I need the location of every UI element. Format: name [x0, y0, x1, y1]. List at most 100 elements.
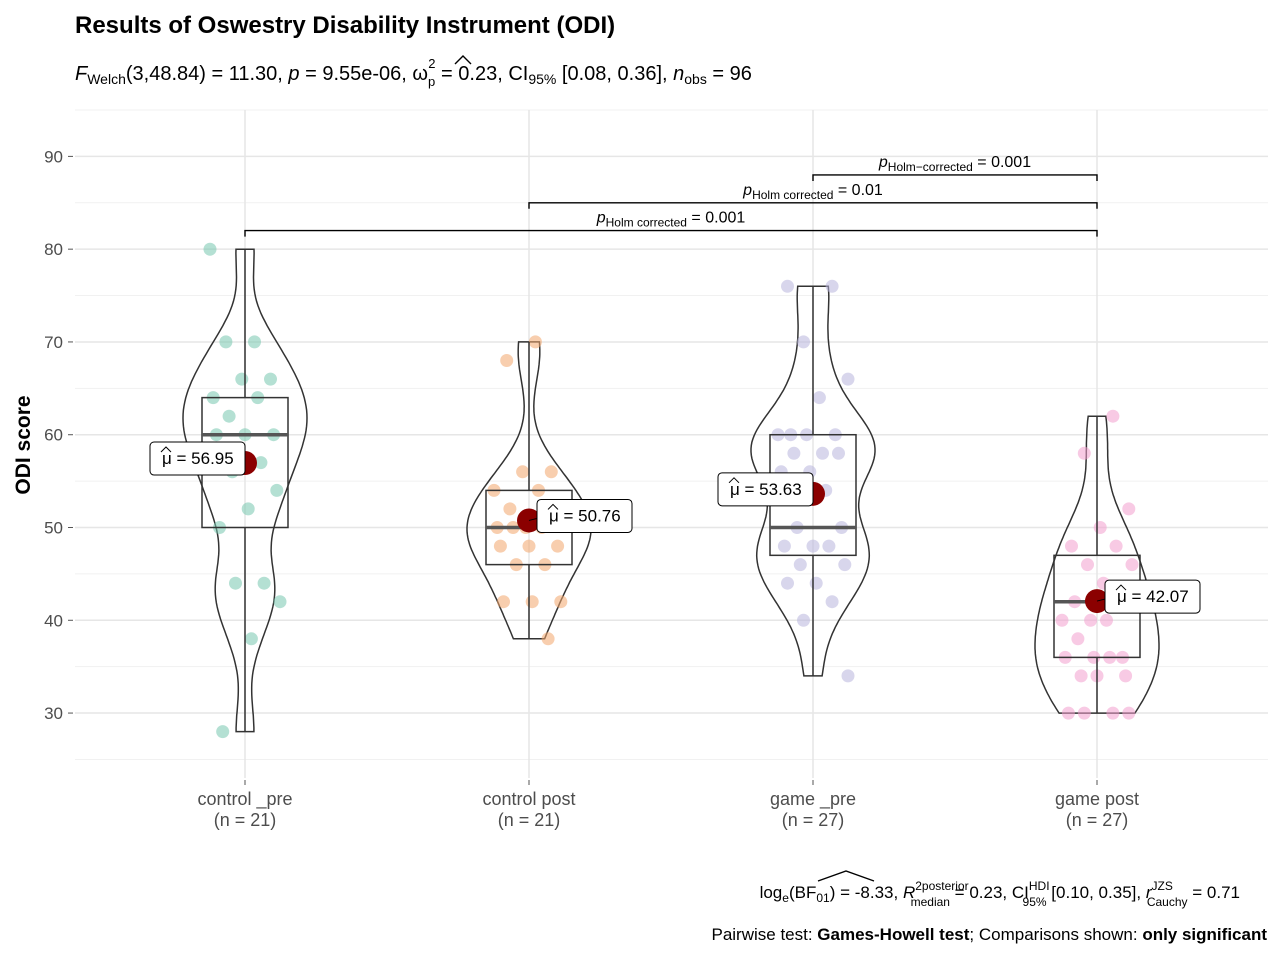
data-point: [528, 335, 542, 349]
data-point: [1125, 558, 1139, 572]
data-point: [781, 576, 794, 590]
data-point: [1109, 539, 1123, 553]
data-point: [816, 446, 829, 460]
data-point: [838, 558, 852, 572]
mean-hat: [160, 446, 172, 453]
bayes-caption: loge(BF01) = -8.33, R2posterior median = …: [760, 879, 1240, 909]
data-point: [222, 409, 236, 423]
mean-label-box: [536, 498, 633, 533]
data-point: [1122, 706, 1136, 720]
y-tick-label: 70: [44, 333, 63, 352]
comparison-label: pHolm corrected = 0.001: [596, 210, 746, 230]
x-tick-label: game post: [1055, 789, 1139, 809]
y-tick-label: 40: [44, 611, 63, 630]
data-point: [1119, 669, 1133, 683]
data-point: [1093, 521, 1107, 534]
violin-0: [182, 248, 308, 733]
y-tick-label: 50: [44, 519, 63, 538]
data-point: [1100, 613, 1113, 627]
comparison-bracket: [528, 202, 1098, 209]
data-point: [257, 576, 271, 590]
violin-1: [466, 341, 592, 640]
y-tick-label: 90: [44, 147, 63, 166]
data-point: [781, 279, 794, 293]
x-tick-n-label: (n = 21): [214, 810, 277, 830]
data-point: [1065, 539, 1078, 553]
data-point: [219, 335, 233, 349]
data-point: [825, 595, 839, 609]
data-point: [248, 335, 261, 349]
y-tick-label: 60: [44, 426, 63, 445]
mean-label: μ = 50.76: [549, 506, 621, 525]
x-tick-n-label: (n = 27): [782, 810, 845, 830]
comparison-bracket: [812, 174, 1098, 181]
data-point: [541, 632, 555, 646]
data-point: [1081, 558, 1094, 572]
data-point: [793, 558, 807, 572]
data-point: [503, 502, 517, 516]
x-tick-label: game _pre: [770, 789, 856, 810]
mean-label-box: [1104, 579, 1201, 614]
data-point: [493, 539, 507, 553]
data-point: [516, 465, 530, 479]
data-point: [497, 595, 510, 609]
data-point: [241, 502, 255, 516]
data-point: [203, 242, 217, 256]
data-point: [825, 279, 839, 293]
y-tick-label: 80: [44, 240, 63, 259]
mean-label: μ = 42.07: [1117, 587, 1189, 606]
data-point: [525, 595, 539, 609]
y-tick-label: 30: [44, 704, 63, 723]
mean-hat: [547, 503, 559, 510]
data-point: [1061, 706, 1075, 720]
data-point: [244, 632, 258, 646]
data-point: [1071, 632, 1085, 646]
comparison-bracket: [244, 229, 1098, 237]
x-tick-label: control post: [482, 789, 575, 809]
comparison-label: pHolm corrected = 0.01: [742, 182, 883, 202]
data-point: [522, 539, 536, 553]
data-point: [554, 595, 568, 609]
mean-label-box: [149, 441, 246, 476]
y-axis-label: ODI score: [12, 395, 35, 494]
data-point: [806, 539, 820, 553]
pairwise-caption: Pairwise test: Games-Howell test; Compar…: [711, 925, 1267, 944]
x-tick-n-label: (n = 27): [1066, 810, 1129, 830]
mean-hat: [728, 477, 740, 484]
mean-label: μ = 56.95: [162, 449, 234, 468]
data-point: [1084, 613, 1098, 627]
mean-label-box: [717, 472, 814, 507]
data-point: [216, 725, 230, 739]
data-point: [264, 372, 277, 386]
data-point: [551, 539, 565, 553]
omega-hat: [454, 55, 472, 65]
data-point: [841, 669, 855, 683]
data-point: [544, 465, 558, 479]
chart-subtitle: FWelch(3,48.84) = 11.30, p = 9.55e-06, ω…: [75, 56, 752, 89]
data-point: [1106, 706, 1120, 720]
data-point: [841, 372, 855, 386]
data-point: [235, 372, 249, 386]
data-point: [254, 456, 268, 470]
x-tick-label: control _pre: [197, 789, 292, 810]
data-point: [1077, 446, 1091, 460]
data-point: [809, 576, 823, 590]
data-point: [832, 446, 845, 460]
r2-hat: [817, 870, 875, 882]
data-point: [1055, 613, 1069, 627]
violin-2: [750, 285, 876, 677]
comparison-label: pHolm−corrected = 0.001: [878, 154, 1031, 174]
chart-title: Results of Oswestry Disability Instrumen…: [75, 12, 615, 39]
data-point: [1077, 706, 1091, 720]
data-point: [1074, 669, 1088, 683]
data-point: [1122, 502, 1136, 516]
data-point: [787, 446, 801, 460]
mean-hat: [1115, 584, 1127, 591]
data-point: [822, 539, 836, 553]
data-point: [1106, 409, 1120, 423]
data-point: [777, 539, 791, 553]
data-point: [797, 335, 810, 349]
